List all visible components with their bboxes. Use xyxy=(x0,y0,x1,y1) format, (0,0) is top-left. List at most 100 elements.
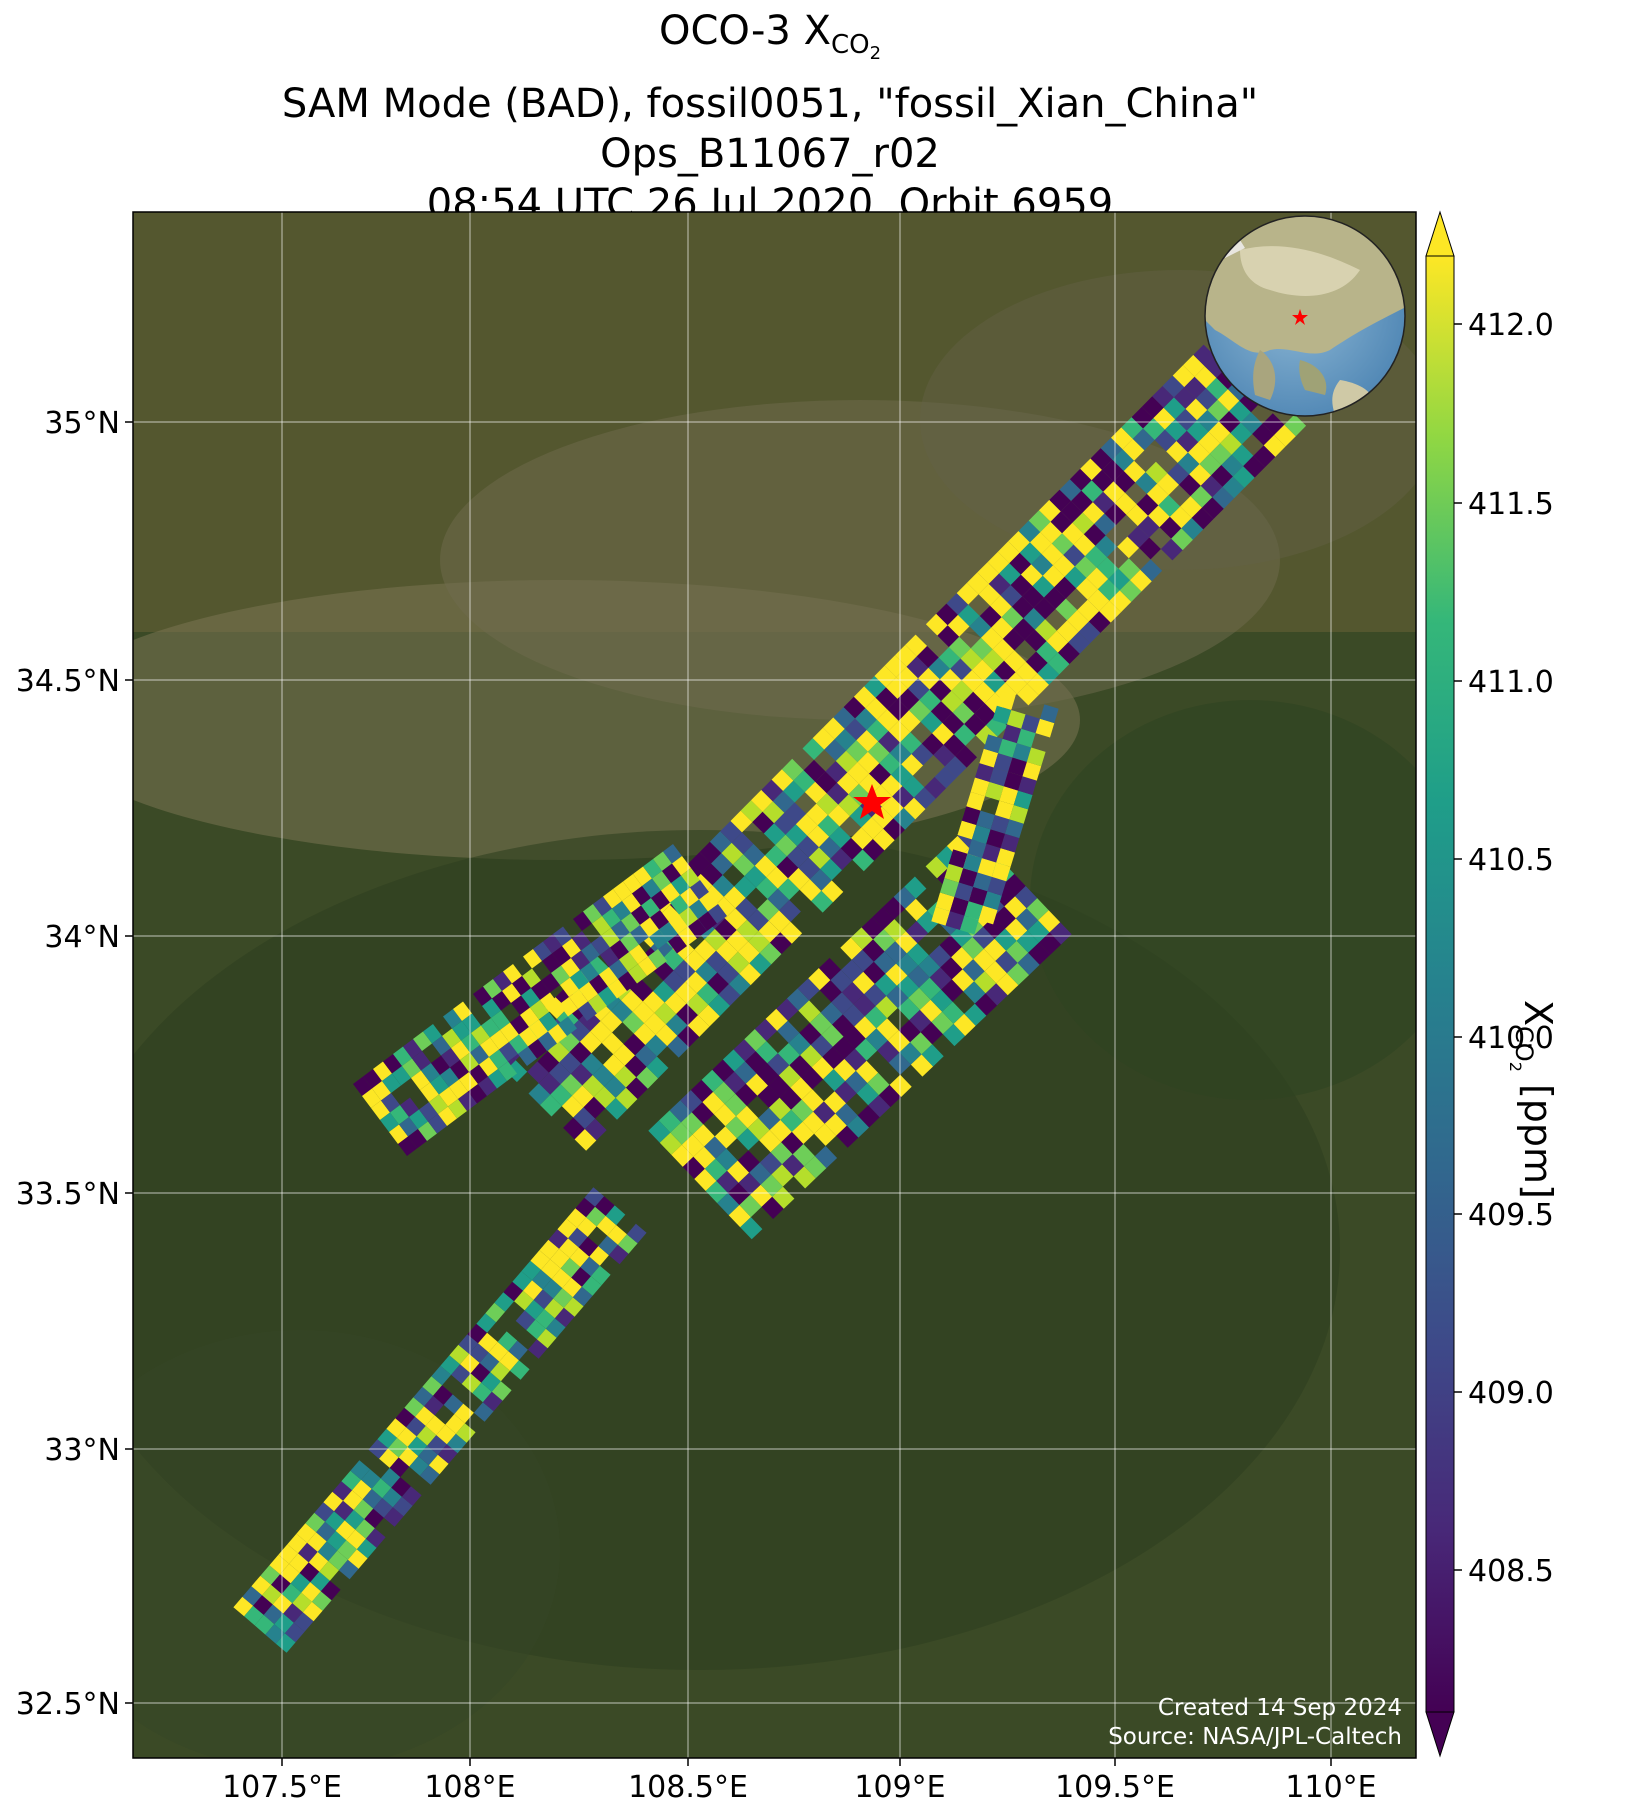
sounding-footprint xyxy=(440,1067,459,1087)
sounding-footprint xyxy=(864,983,887,1007)
sounding-footprint xyxy=(604,1076,626,1098)
sounding-footprint xyxy=(593,896,612,916)
sounding-footprint xyxy=(1044,587,1066,609)
sounding-footprint xyxy=(589,974,608,994)
sounding-footprint xyxy=(983,891,1002,910)
sounding-footprint xyxy=(1159,516,1182,539)
sounding-footprint xyxy=(791,1121,815,1144)
sounding-footprint xyxy=(633,1023,656,1045)
sounding-footprint xyxy=(993,753,1013,772)
sounding-footprint xyxy=(751,789,773,812)
sounding-footprint xyxy=(490,1030,509,1050)
sounding-footprint xyxy=(1024,629,1047,652)
sounding-footprint xyxy=(1008,757,1027,777)
sounding-footprint xyxy=(542,953,561,973)
sounding-footprint xyxy=(1058,642,1080,664)
sounding-footprint xyxy=(745,1051,768,1074)
sounding-footprint xyxy=(681,1112,704,1135)
sounding-footprint xyxy=(1050,511,1073,534)
sounding-footprint xyxy=(265,1624,285,1644)
sounding-footprint xyxy=(1146,483,1169,506)
sounding-footprint xyxy=(705,1180,728,1204)
sounding-footprint xyxy=(875,687,898,710)
sounding-footprint xyxy=(605,1205,626,1226)
sounding-footprint xyxy=(740,800,763,823)
sounding-footprint xyxy=(900,732,922,754)
sounding-footprint xyxy=(612,901,631,921)
sounding-footprint xyxy=(877,1040,900,1063)
sounding-footprint xyxy=(646,1056,669,1079)
sounding-footprint xyxy=(1018,520,1041,543)
sounding-footprint xyxy=(613,1044,636,1066)
sounding-footprint xyxy=(983,671,1006,693)
sounding-footprint xyxy=(269,1554,290,1575)
sounding-footprint xyxy=(528,1039,547,1059)
sounding-footprint xyxy=(992,638,1015,661)
sounding-footprint xyxy=(614,1065,637,1088)
sounding-footprint xyxy=(720,821,742,843)
sounding-footprint xyxy=(749,952,772,975)
colorbar-tick-label: 410.0 xyxy=(1468,1021,1554,1056)
sounding-footprint xyxy=(838,794,861,817)
sounding-footprint xyxy=(728,1205,751,1228)
sounding-footprint xyxy=(897,997,920,1021)
sounding-footprint xyxy=(754,855,777,878)
sounding-footprint xyxy=(967,572,989,595)
sounding-footprint xyxy=(878,731,900,753)
sounding-footprint xyxy=(1025,651,1048,674)
sounding-footprint xyxy=(411,1070,430,1090)
sounding-footprint xyxy=(554,1307,575,1328)
sounding-footprint xyxy=(443,1009,462,1029)
sounding-footprint xyxy=(702,1091,725,1115)
sounding-footprint xyxy=(1010,574,1033,597)
sounding-footprint xyxy=(653,851,672,871)
sounding-footprint xyxy=(633,866,652,886)
sounding-footprint xyxy=(1041,543,1064,566)
sounding-footprint xyxy=(521,1260,542,1281)
sounding-footprint xyxy=(897,688,920,711)
sounding-footprint xyxy=(942,1001,965,1024)
sounding-footprint xyxy=(996,848,1015,867)
sounding-footprint xyxy=(690,880,709,900)
sounding-footprint xyxy=(781,758,804,781)
sounding-footprint xyxy=(939,935,962,958)
sounding-footprint xyxy=(419,1465,440,1485)
sounding-footprint xyxy=(662,863,681,883)
sounding-footprint xyxy=(1017,952,1040,975)
sounding-footprint xyxy=(403,1039,422,1059)
sounding-footprint xyxy=(438,1106,457,1126)
sounding-footprint xyxy=(532,1269,552,1290)
sounding-footprint xyxy=(1135,472,1158,494)
sounding-footprint xyxy=(293,1612,314,1632)
lat-tick-label: 33.5°N xyxy=(16,1177,120,1212)
sounding-footprint xyxy=(1158,495,1181,517)
sounding-footprint xyxy=(1114,492,1137,515)
sounding-footprint xyxy=(283,1603,303,1623)
sounding-footprint xyxy=(373,1498,393,1518)
sounding-footprint xyxy=(632,886,651,906)
sounding-footprint xyxy=(767,888,790,911)
sounding-footprint xyxy=(836,1125,859,1148)
sounding-footprint xyxy=(442,1028,461,1048)
sounding-footprint xyxy=(1097,579,1120,601)
sounding-footprint xyxy=(621,990,643,1012)
sounding-footprint xyxy=(946,593,969,615)
sounding-footprint xyxy=(991,862,1011,882)
sounding-footprint xyxy=(919,689,942,712)
sounding-footprint xyxy=(893,807,916,830)
sounding-footprint xyxy=(462,1013,481,1033)
sounding-footprint xyxy=(814,1123,837,1146)
sounding-footprint xyxy=(718,984,741,1006)
sounding-footprint xyxy=(479,1057,498,1077)
sounding-footprint xyxy=(713,1104,737,1127)
sounding-footprint xyxy=(857,751,880,774)
sounding-footprint xyxy=(867,741,890,764)
sounding-footprint xyxy=(334,1500,354,1521)
sounding-footprint xyxy=(867,1072,890,1096)
sounding-footprint xyxy=(562,1277,582,1298)
sounding-footprint xyxy=(879,752,902,775)
sounding-footprint xyxy=(699,892,718,912)
sounding-footprint xyxy=(771,769,794,791)
sounding-footprint xyxy=(443,1394,464,1415)
